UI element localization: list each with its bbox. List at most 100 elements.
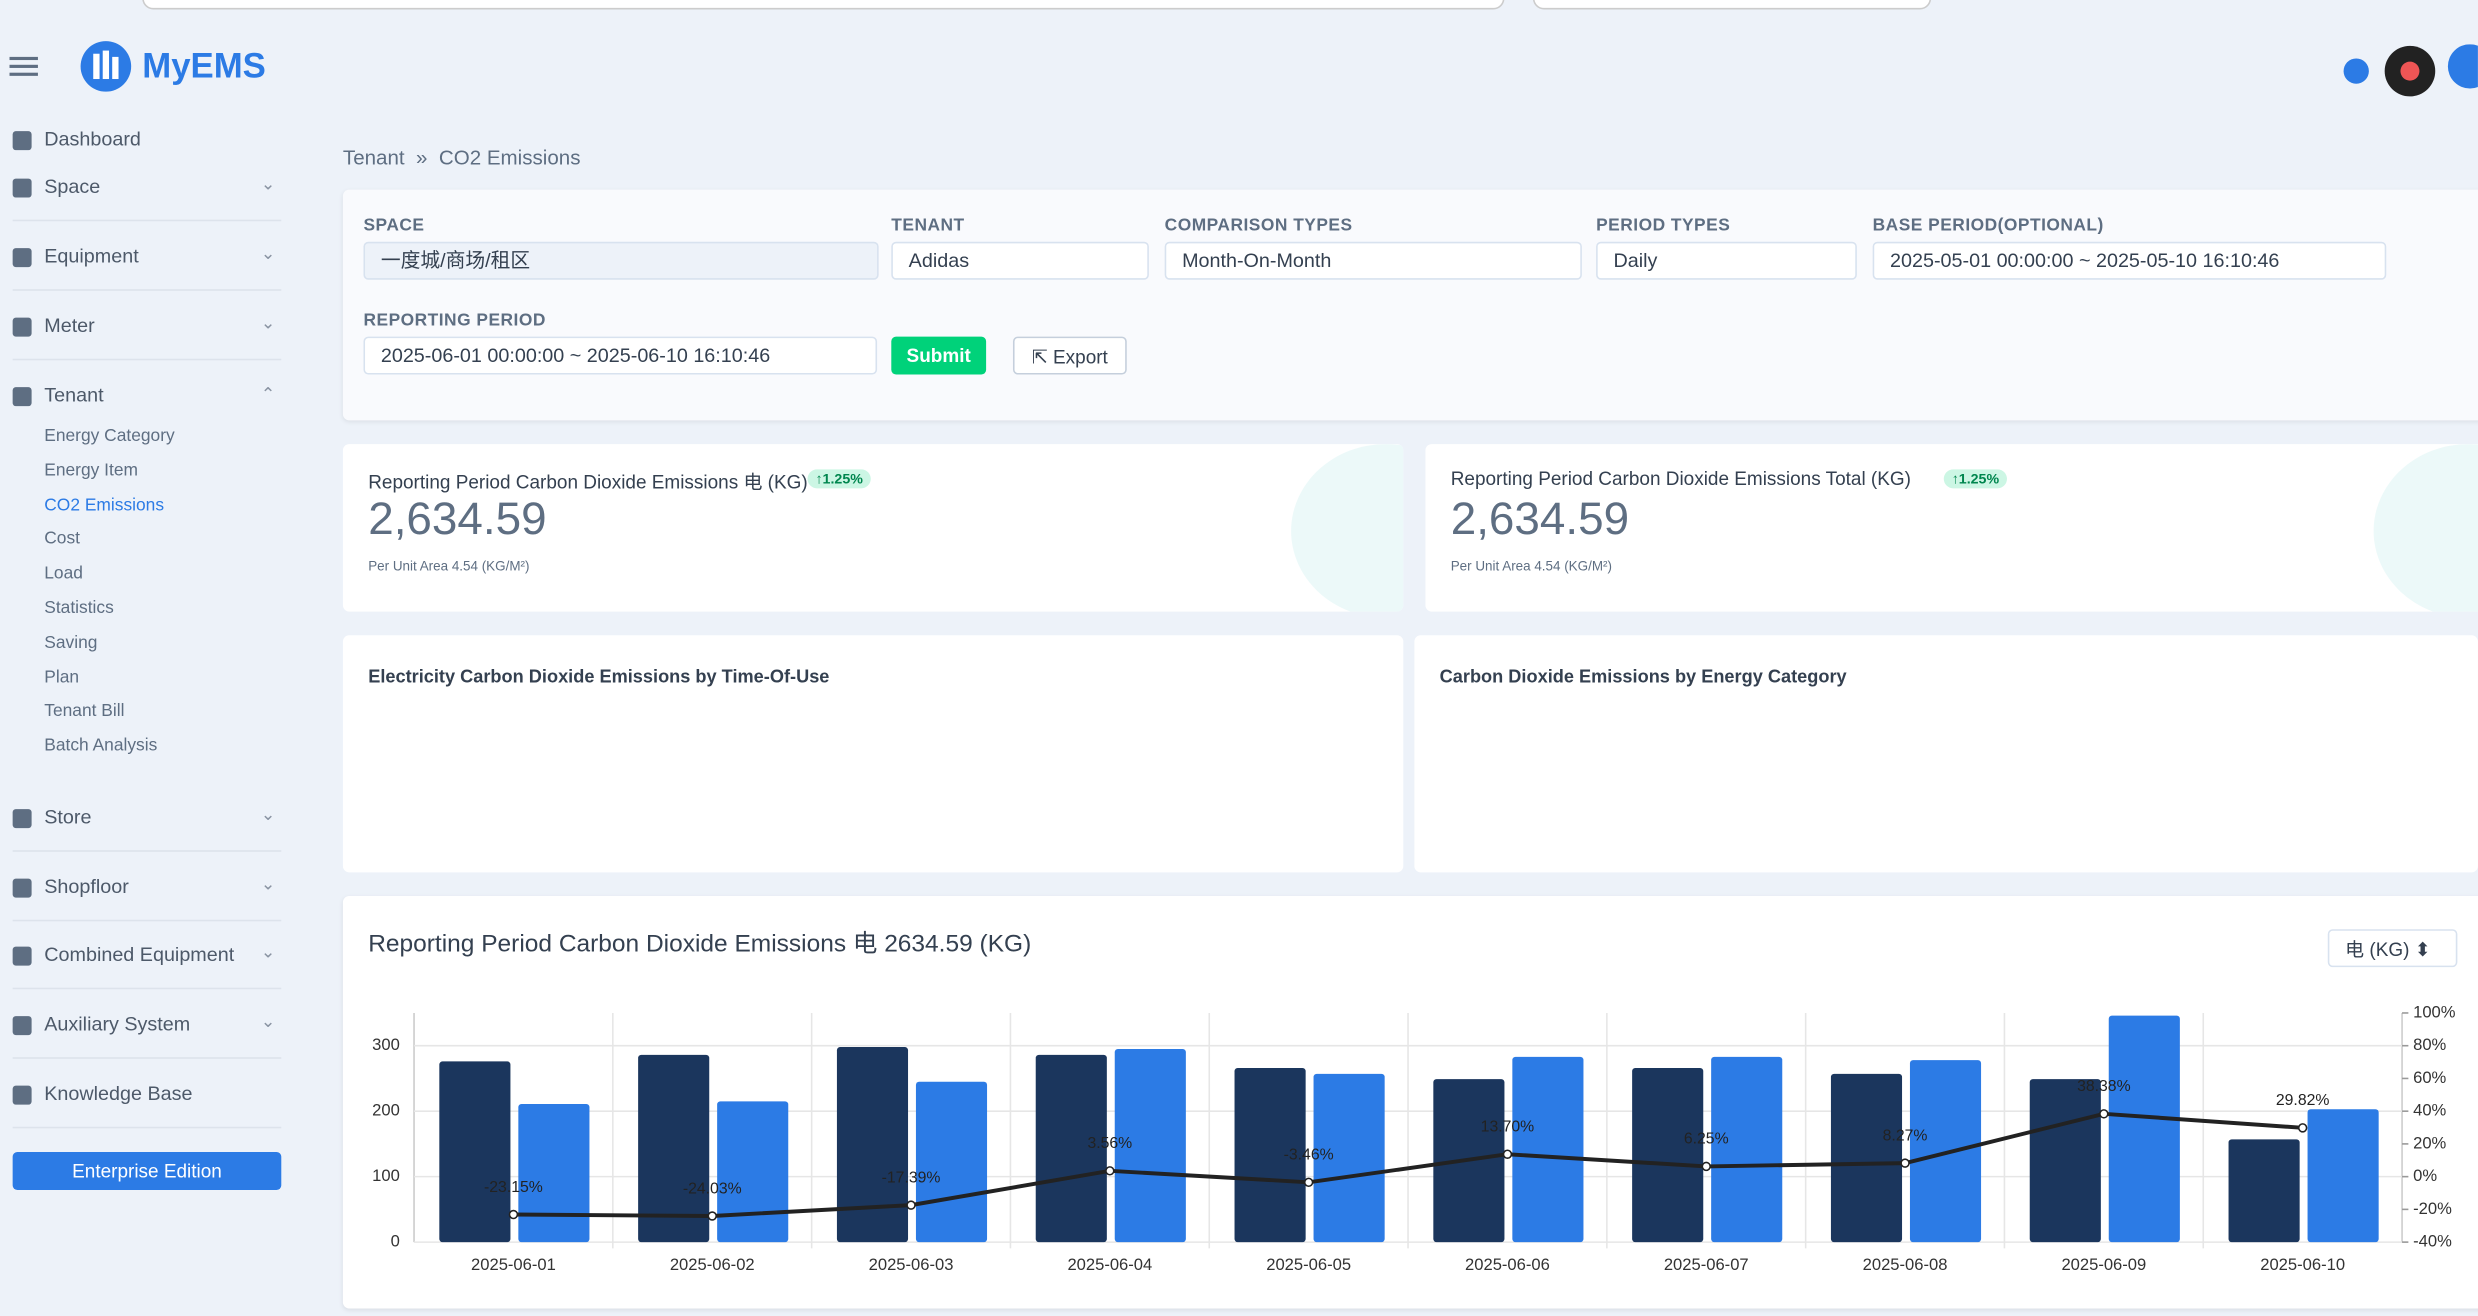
badge-value: 1.25% bbox=[823, 471, 863, 487]
card-note: Per Unit Area 4.54 (KG/M²) bbox=[368, 558, 529, 574]
unit-select-value: 电 (KG) bbox=[2345, 939, 2409, 961]
chevron: ⌄ bbox=[261, 174, 276, 195]
chevron: ⌄ bbox=[261, 804, 276, 825]
export-label: Export bbox=[1053, 346, 1108, 368]
field-value: 2025-06-01 00:00:00 ~ 2025-06-10 16:10:4… bbox=[381, 338, 876, 373]
field-value: Month-On-Month bbox=[1182, 243, 1580, 278]
field-input[interactable]: Daily bbox=[1596, 242, 1857, 280]
sidebar-icon bbox=[13, 809, 32, 828]
sidebar-item[interactable]: Dashboard bbox=[44, 128, 141, 150]
donut-card: Carbon Dioxide Emissions by Energy Categ… bbox=[1414, 635, 2478, 872]
browser-bar bbox=[1533, 0, 1931, 9]
chart-title: Reporting Period Carbon Dioxide Emission… bbox=[368, 924, 1031, 959]
browser-bar bbox=[142, 0, 1504, 9]
summary-card: Reporting Period Carbon Dioxide Emission… bbox=[343, 444, 1403, 612]
field-input[interactable]: 一度城/商场/租区 bbox=[363, 242, 878, 280]
sidebar-icon bbox=[13, 131, 32, 150]
card-badge: ↑1.25% bbox=[1944, 469, 2007, 488]
donut-title: Carbon Dioxide Emissions by Energy Categ… bbox=[1440, 668, 1847, 687]
sidebar-icon bbox=[13, 947, 32, 966]
donut-card: Electricity Carbon Dioxide Emissions by … bbox=[343, 635, 1403, 872]
field-label: BASE PERIOD(OPTIONAL) bbox=[1873, 217, 2104, 236]
sidebar-subitem[interactable]: Energy Item bbox=[44, 461, 138, 480]
sidebar-subitem[interactable]: Statistics bbox=[44, 599, 114, 618]
sidebar-item[interactable]: Space bbox=[44, 175, 100, 197]
sidebar-subitem[interactable]: Batch Analysis bbox=[44, 737, 157, 756]
breadcrumb-item: CO2 Emissions bbox=[439, 145, 581, 169]
field-value: 一度城/商场/租区 bbox=[381, 243, 877, 278]
field-label: PERIOD TYPES bbox=[1596, 217, 1730, 236]
sidebar-item[interactable]: Store bbox=[44, 806, 91, 828]
sidebar-subitem[interactable]: Plan bbox=[44, 668, 79, 687]
chevron: ⌄ bbox=[261, 243, 276, 264]
divider bbox=[13, 359, 282, 361]
sidebar-icon bbox=[13, 318, 32, 337]
menu-toggle[interactable] bbox=[9, 54, 41, 79]
field-input[interactable]: 2025-05-01 00:00:00 ~ 2025-05-10 16:10:4… bbox=[1873, 242, 2387, 280]
field-input[interactable]: Month-On-Month bbox=[1165, 242, 1582, 280]
logo: MyEMS bbox=[142, 46, 266, 87]
chevron: ⌄ bbox=[261, 874, 276, 895]
logo-icon bbox=[79, 40, 133, 94]
enterprise-button[interactable]: Enterprise Edition bbox=[13, 1152, 282, 1190]
unit-select[interactable]: 电 (KG) ⬍ bbox=[2328, 929, 2458, 967]
sidebar-icon bbox=[13, 387, 32, 406]
card-value: 2,634.59 bbox=[368, 495, 546, 547]
sidebar-item[interactable]: Meter bbox=[44, 314, 94, 336]
card-title: Reporting Period Carbon Dioxide Emission… bbox=[368, 468, 808, 495]
top-icons[interactable] bbox=[2339, 44, 2478, 98]
chevron: ⌄ bbox=[261, 313, 276, 334]
card-title: Reporting Period Carbon Dioxide Emission… bbox=[1451, 468, 1911, 490]
chart-card: Reporting Period Carbon Dioxide Emission… bbox=[343, 896, 2478, 1308]
divider bbox=[13, 850, 282, 852]
card-value: 2,634.59 bbox=[1451, 495, 1629, 547]
divider bbox=[13, 220, 282, 222]
field-label: COMPARISON TYPES bbox=[1165, 217, 1353, 236]
card-badge: ↑1.25% bbox=[808, 469, 871, 488]
submit-button[interactable]: Submit bbox=[891, 337, 986, 375]
field-label: SPACE bbox=[363, 217, 424, 236]
divider bbox=[13, 920, 282, 922]
sidebar-item[interactable]: Knowledge Base bbox=[44, 1083, 192, 1105]
sidebar-subitem[interactable]: Saving bbox=[44, 633, 97, 652]
sidebar-item[interactable]: Auxiliary System bbox=[44, 1013, 190, 1035]
donut-title: Electricity Carbon Dioxide Emissions by … bbox=[368, 668, 829, 687]
chevron: ⌄ bbox=[261, 942, 276, 963]
field-input[interactable]: Adidas bbox=[891, 242, 1149, 280]
divider bbox=[13, 988, 282, 990]
decoration bbox=[2374, 444, 2478, 612]
sidebar-icon bbox=[13, 179, 32, 198]
field-value: Adidas bbox=[909, 243, 1148, 278]
sidebar-icon bbox=[13, 1086, 32, 1105]
sidebar-icon bbox=[13, 248, 32, 267]
filter-panel: SPACE 一度城/商场/租区 TENANT Adidas COMPARISON TYP… bbox=[343, 190, 2478, 421]
sidebar-item[interactable]: Equipment bbox=[44, 245, 138, 267]
export-button[interactable]: ⇱ Export bbox=[1013, 337, 1127, 375]
sidebar-item[interactable]: Tenant bbox=[44, 384, 103, 406]
sidebar-subitem[interactable]: CO2 Emissions bbox=[44, 496, 164, 515]
badge-value: 1.25% bbox=[1959, 471, 1999, 487]
chevron: ⌄ bbox=[261, 1011, 276, 1032]
card-note: Per Unit Area 4.54 (KG/M²) bbox=[1451, 558, 1612, 574]
sidebar-subitem[interactable]: Energy Category bbox=[44, 427, 174, 446]
divider bbox=[13, 289, 282, 291]
breadcrumb-item[interactable]: Tenant bbox=[343, 145, 405, 169]
field-input[interactable]: 2025-06-01 00:00:00 ~ 2025-06-10 16:10:4… bbox=[363, 337, 877, 375]
sidebar-item[interactable]: Shopfloor bbox=[44, 875, 129, 897]
divider bbox=[13, 1057, 282, 1059]
breadcrumb: Tenant » CO2 Emissions bbox=[343, 145, 581, 169]
sidebar-subitem[interactable]: Tenant Bill bbox=[44, 702, 124, 721]
field-label: TENANT bbox=[891, 217, 964, 236]
sidebar-subitem[interactable]: Load bbox=[44, 564, 83, 583]
sidebar-subitem[interactable]: Cost bbox=[44, 530, 80, 549]
summary-card: Reporting Period Carbon Dioxide Emission… bbox=[1425, 444, 2478, 612]
chevron: ⌄ bbox=[261, 382, 276, 403]
sidebar-item[interactable]: Combined Equipment bbox=[44, 943, 234, 965]
decoration bbox=[1291, 444, 1403, 612]
sidebar-icon bbox=[13, 1016, 32, 1035]
field-label: REPORTING PERIOD bbox=[363, 311, 545, 330]
field-value: Daily bbox=[1613, 243, 1855, 278]
sidebar-icon bbox=[13, 879, 32, 898]
field-value: 2025-05-01 00:00:00 ~ 2025-05-10 16:10:4… bbox=[1890, 243, 2385, 278]
